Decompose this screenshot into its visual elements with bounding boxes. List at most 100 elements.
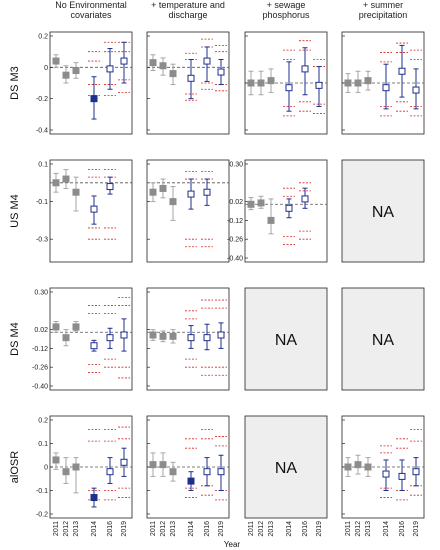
y-tick-label: 0.02 (34, 327, 48, 334)
y-tick-label: -0.26 (227, 237, 243, 244)
data-point (301, 65, 309, 73)
y-tick-label: -0.2 (36, 512, 48, 519)
data-point (72, 323, 80, 331)
data-point (52, 323, 60, 331)
data-point (257, 199, 265, 207)
data-point (106, 334, 114, 342)
data-point (159, 62, 167, 70)
panel-frame (146, 31, 230, 135)
data-point (90, 205, 98, 213)
data-point (120, 458, 128, 466)
x-tick-label: 2013 (73, 521, 80, 537)
data-point (412, 86, 420, 94)
y-tick-label: 0.2 (38, 418, 48, 425)
column-title-line: discharge (168, 10, 207, 20)
na-panel-frame (341, 159, 425, 263)
data-point (62, 334, 70, 342)
data-point (217, 68, 225, 76)
data-point (301, 195, 309, 203)
data-point (62, 175, 70, 183)
data-point (72, 463, 80, 471)
column-title-line: covariates (70, 10, 112, 20)
data-point (412, 468, 420, 476)
column-title-line: + summer (363, 0, 403, 10)
na-label: NA (275, 332, 298, 349)
data-point (217, 468, 225, 476)
na-label: NA (372, 332, 395, 349)
x-tick-label: 2012 (63, 521, 70, 537)
x-tick-label: 2019 (413, 521, 420, 537)
data-point (247, 79, 255, 87)
x-tick-label: 2012 (355, 521, 362, 537)
data-point (149, 331, 157, 339)
panel: 0.2 0.1 0 -0.1 -0.2 2011 2012 2013 2014 2016 2019 (36, 415, 133, 537)
panel (341, 31, 425, 135)
na-label: NA (275, 460, 298, 477)
column-title-line: precipitation (359, 10, 408, 20)
data-point (52, 57, 60, 65)
data-point (62, 468, 70, 476)
x-tick-label: 2011 (150, 521, 157, 536)
column-title: No Environmental covariates (55, 0, 127, 20)
panel (146, 287, 230, 391)
data-point (187, 190, 195, 198)
x-tick-label: 2016 (204, 521, 211, 537)
data-point (203, 188, 211, 196)
y-tick-label: 0.30 (229, 162, 243, 169)
x-tick-label: 2014 (383, 521, 390, 537)
data-point (149, 188, 157, 196)
column-title: + summer precipitation (359, 0, 408, 20)
row-label: DS M4 (9, 322, 21, 356)
data-point (52, 456, 60, 464)
data-point (267, 77, 275, 85)
y-tick-label: -0.12 (227, 218, 243, 225)
data-point (169, 332, 177, 340)
x-tick-label: 2011 (53, 521, 60, 536)
x-axis-label: Year (224, 540, 241, 549)
na-panel-frame (244, 287, 328, 391)
panel: 0.2 0 -0.2 -0.4 (36, 31, 133, 135)
panel: NA (341, 159, 425, 263)
y-tick-label: -0.40 (227, 256, 243, 263)
data-point (90, 342, 98, 350)
data-point (72, 188, 80, 196)
data-point (90, 494, 98, 502)
data-point (364, 77, 372, 85)
data-point (159, 184, 167, 192)
y-tick-label: 0 (44, 465, 48, 472)
data-point (106, 183, 114, 191)
y-tick-label: 0.1 (38, 441, 48, 448)
panel: NA (341, 287, 425, 391)
data-point (285, 84, 293, 92)
panel: 0.30 0.02 -0.12 -0.26 -0.40 (32, 287, 133, 391)
data-point (159, 461, 167, 469)
column-titles: No Environmental covariates + temperature … (55, 0, 407, 20)
data-point (382, 84, 390, 92)
panel: 2011 2012 2013 2014 2016 2019 (341, 415, 425, 537)
panel-frame (146, 159, 230, 263)
na-panel-frame (341, 287, 425, 391)
x-tick-label: 2013 (268, 521, 275, 537)
x-tick-label: 2012 (258, 521, 265, 537)
panel-frame (49, 31, 133, 135)
data-point (120, 331, 128, 339)
column-title-line: phosphorus (262, 10, 310, 20)
data-point (187, 74, 195, 82)
panel: 0.30 0.02 -0.12 -0.26 -0.40 (227, 159, 328, 263)
data-point (52, 179, 60, 187)
data-point (169, 70, 177, 78)
panel: 0.1 -0.1 -0.3 (36, 159, 133, 263)
data-point (72, 66, 80, 74)
y-tick-label: 0.30 (34, 290, 48, 297)
x-tick-label: 2011 (248, 521, 255, 536)
data-point (187, 477, 195, 485)
data-point (398, 67, 406, 75)
y-tick-label: -0.1 (36, 488, 48, 495)
data-point (106, 468, 114, 476)
data-point (285, 204, 293, 212)
column-title-line: + sewage (267, 0, 306, 10)
x-tick-label: 2011 (345, 521, 352, 536)
data-point (315, 81, 323, 89)
data-point (90, 95, 98, 103)
panel: 2011 2012 2013 2014 2016 2019 (146, 415, 230, 537)
